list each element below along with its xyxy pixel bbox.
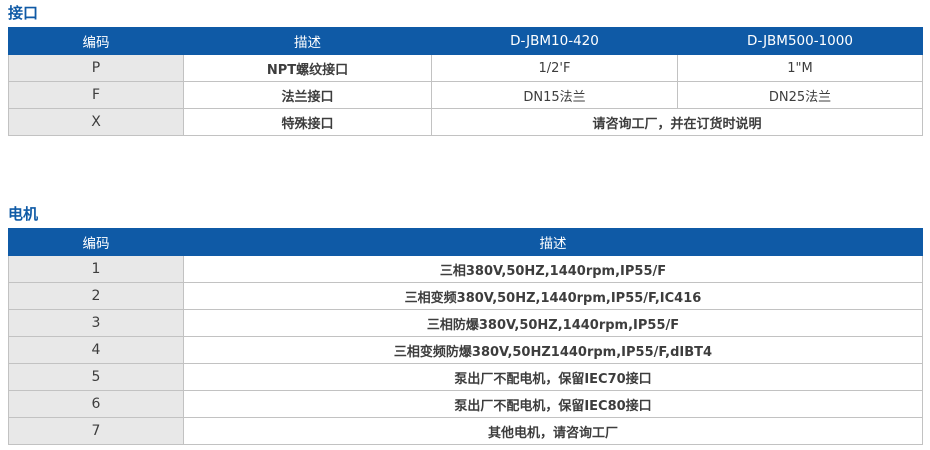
table-row: 2 三相变频380V,50HZ,1440rpm,IP55/F,IC416 <box>8 282 923 310</box>
value-cell: DN25法兰 <box>677 81 923 109</box>
code-cell: 4 <box>8 336 184 364</box>
table-row: 6 泵出厂不配电机，保留IEC80接口 <box>8 390 923 418</box>
code-cell: 5 <box>8 363 184 391</box>
table-row: 1 三相380V,50HZ,1440rpm,IP55/F <box>8 255 923 283</box>
code-cell: X <box>8 108 184 136</box>
header-cell: 编码 <box>8 228 184 256</box>
description-cell: 其他电机，请咨询工厂 <box>183 417 923 445</box>
code-cell: P <box>8 54 184 82</box>
header-cell: D-JBM10-420 <box>431 27 678 55</box>
code-cell: 2 <box>8 282 184 310</box>
value-cell: DN15法兰 <box>431 81 678 109</box>
interface-table: 编码 描述 D-JBM10-420 D-JBM500-1000 P NPT螺纹接口 1/2'… <box>8 27 923 136</box>
code-cell: F <box>8 81 184 109</box>
header-cell: D-JBM500-1000 <box>677 27 923 55</box>
header-cell: 描述 <box>183 228 923 256</box>
table-row: 5 泵出厂不配电机，保留IEC70接口 <box>8 363 923 391</box>
description-cell: 三相变频380V,50HZ,1440rpm,IP55/F,IC416 <box>183 282 923 310</box>
header-cell: 编码 <box>8 27 184 55</box>
table-row: F 法兰接口 DN15法兰 DN25法兰 <box>8 81 923 109</box>
header-cell: 描述 <box>183 27 432 55</box>
table-row: 7 其他电机，请咨询工厂 <box>8 417 923 445</box>
motor-table: 编码 描述 1 三相380V,50HZ,1440rpm,IP55/F 2 三相变频380V… <box>8 228 923 445</box>
description-cell: 三相变频防爆380V,50HZ1440rpm,IP55/F,dIBT4 <box>183 336 923 364</box>
value-cell: 1"M <box>677 54 923 82</box>
description-cell: 泵出厂不配电机，保留IEC80接口 <box>183 390 923 418</box>
description-cell: 三相防爆380V,50HZ,1440rpm,IP55/F <box>183 309 923 337</box>
header-row: 编码 描述 <box>8 228 923 256</box>
section-motor: 电机 编码 描述 1 三相380V,50HZ,1440rpm,IP55/F 2 三相变频3… <box>8 205 923 445</box>
section-interface: 接口 编码 描述 D-JBM10-420 D-JBM500-1000 P NPT螺纹接口 1… <box>8 4 923 136</box>
description-cell: 三相380V,50HZ,1440rpm,IP55/F <box>183 255 923 283</box>
section-title-interface: 接口 <box>8 4 39 22</box>
section-title-motor: 电机 <box>8 205 39 223</box>
code-cell: 6 <box>8 390 184 418</box>
description-cell: NPT螺纹接口 <box>183 54 432 82</box>
description-cell: 泵出厂不配电机，保留IEC70接口 <box>183 363 923 391</box>
table-row: X 特殊接口 请咨询工厂，并在订货时说明 <box>8 108 923 136</box>
table-row: 4 三相变频防爆380V,50HZ1440rpm,IP55/F,dIBT4 <box>8 336 923 364</box>
description-cell: 请咨询工厂，并在订货时说明 <box>431 108 923 136</box>
value-cell: 1/2'F <box>431 54 678 82</box>
table-row: 3 三相防爆380V,50HZ,1440rpm,IP55/F <box>8 309 923 337</box>
table-row: P NPT螺纹接口 1/2'F 1"M <box>8 54 923 82</box>
code-cell: 1 <box>8 255 184 283</box>
header-row: 编码 描述 D-JBM10-420 D-JBM500-1000 <box>8 27 923 55</box>
code-cell: 3 <box>8 309 184 337</box>
code-cell: 7 <box>8 417 184 445</box>
description-cell: 特殊接口 <box>183 108 432 136</box>
description-cell: 法兰接口 <box>183 81 432 109</box>
